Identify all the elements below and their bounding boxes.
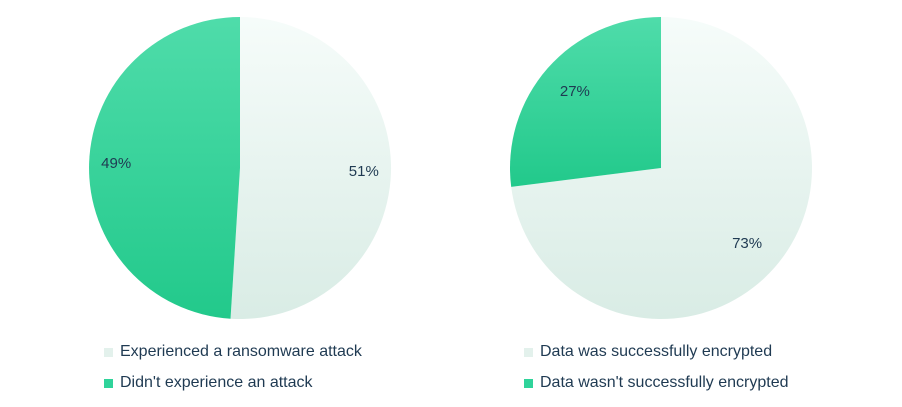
legend-swatch-green: [524, 378, 533, 388]
legend-item: Data wasn't successfully encrypted: [524, 372, 789, 394]
pie-slice-light: [511, 17, 812, 319]
legend-label: Data was successfully encrypted: [540, 343, 773, 360]
legend-label: Experienced a ransomware attack: [120, 343, 362, 360]
slice-value-label: 51%: [349, 163, 379, 180]
legend-label: Data wasn't successfully encrypted: [540, 374, 789, 391]
slice-value-label: 49%: [101, 155, 131, 172]
legend-left: Experienced a ransomware attack Didn't e…: [104, 341, 362, 403]
pie-chart-attack: 51% 49%: [89, 16, 392, 319]
legend-item: Data was successfully encrypted: [524, 341, 789, 363]
legend-swatch-green: [104, 378, 113, 388]
legend-swatch-light: [104, 347, 113, 357]
pie-slice-green: [89, 17, 240, 319]
pie-chart-encryption: 73% 27%: [509, 17, 812, 319]
legend-right: Data was successfully encrypted Data was…: [524, 341, 789, 403]
pie-slice-light: [230, 16, 392, 319]
slice-value-label: 73%: [732, 235, 762, 252]
legend-swatch-light: [524, 347, 533, 357]
legend-label: Didn't experience an attack: [120, 374, 313, 391]
pie-slice-green: [509, 17, 661, 187]
legend-item: Experienced a ransomware attack: [104, 341, 362, 363]
slice-value-label: 27%: [560, 83, 590, 100]
legend-item: Didn't experience an attack: [104, 372, 362, 394]
